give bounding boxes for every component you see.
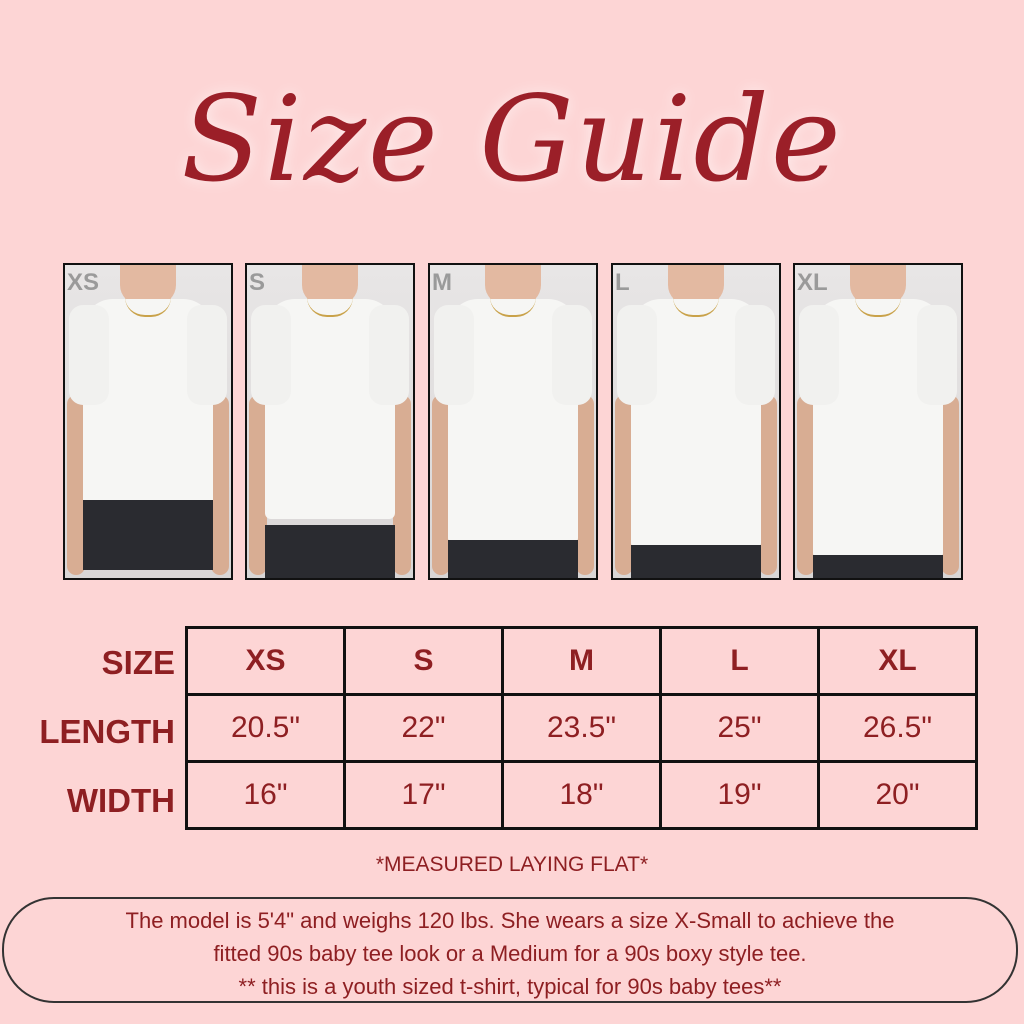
length-cell: 20.5" (185, 693, 346, 763)
model-photo-m: M (428, 263, 598, 580)
width-cell: 17" (343, 760, 504, 830)
model-info-box: The model is 5'4" and weighs 120 lbs. Sh… (2, 897, 1018, 1003)
size-cell: XL (817, 626, 978, 696)
youth-size-note: ** this is a youth sized t-shirt, typica… (238, 974, 782, 999)
width-cell: 16" (185, 760, 346, 830)
width-cell: 18" (501, 760, 662, 830)
model-photo-xl: XL (793, 263, 963, 580)
width-cell: 19" (659, 760, 820, 830)
model-photo-s: S (245, 263, 415, 580)
length-cell: 23.5" (501, 693, 662, 763)
length-cell: 25" (659, 693, 820, 763)
row-label-width: WIDTH (66, 782, 175, 819)
size-table: XS S M L XL 20.5" 22" 23.5" 25" 26.5" 16… (185, 626, 978, 830)
model-photo-l: L (611, 263, 781, 580)
model-info-line: The model is 5'4" and weighs 120 lbs. Sh… (125, 908, 895, 933)
photo-label: XS (67, 269, 100, 296)
photo-label: S (249, 269, 266, 296)
table-row-length: 20.5" 22" 23.5" 25" 26.5" (185, 693, 978, 763)
size-cell: L (659, 626, 820, 696)
row-label-length: LENGTH (39, 713, 175, 750)
length-cell: 26.5" (817, 693, 978, 763)
photo-label: M (432, 269, 452, 296)
page-title: Size Guide (181, 70, 843, 208)
length-cell: 22" (343, 693, 504, 763)
measurement-note: *MEASURED LAYING FLAT* (375, 853, 649, 876)
photo-label: XL (797, 269, 828, 296)
width-cell: 20" (817, 760, 978, 830)
model-info-line: fitted 90s baby tee look or a Medium for… (213, 941, 807, 966)
table-row-width: 16" 17" 18" 19" 20" (185, 760, 978, 830)
photo-label: L (615, 269, 630, 296)
size-cell: S (343, 626, 504, 696)
size-cell: XS (185, 626, 346, 696)
table-row-size: XS S M L XL (185, 626, 978, 696)
size-cell: M (501, 626, 662, 696)
row-label-size: SIZE (101, 644, 175, 681)
model-photo-xs: XS (63, 263, 233, 580)
